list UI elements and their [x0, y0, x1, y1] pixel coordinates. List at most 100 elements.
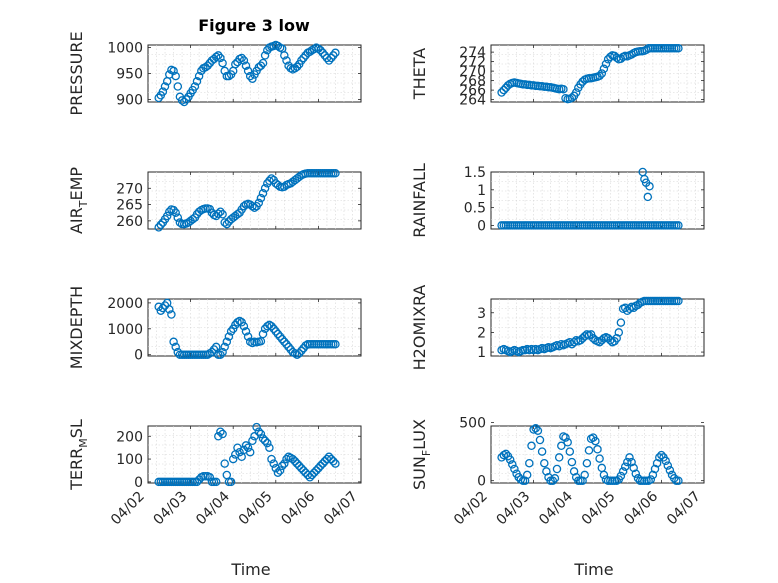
data-point [542, 467, 551, 476]
data-point [563, 438, 572, 447]
y-label-rest: LUX [410, 419, 429, 450]
data-point [612, 334, 621, 343]
data-point [245, 447, 255, 457]
data-point [329, 457, 338, 466]
data-point [254, 427, 264, 436]
data-point [273, 41, 283, 51]
data-point [220, 218, 229, 227]
data-point [290, 457, 300, 466]
data-point [616, 471, 626, 481]
data-point [269, 324, 278, 334]
y-axis-label: SUNFLUX [410, 419, 433, 490]
data-point [312, 466, 321, 475]
data-point [510, 464, 519, 474]
y-tick-label: 1000 [107, 322, 143, 338]
data-point [201, 63, 210, 72]
data-series [154, 298, 340, 359]
x-tick-label: 04/02 [108, 489, 148, 529]
data-point [233, 210, 242, 219]
data-point [241, 327, 251, 336]
y-axis-label: MIXDEPTH [67, 286, 86, 369]
data-point [222, 337, 232, 347]
data-point [324, 452, 334, 462]
data-point [275, 466, 285, 475]
data-point [326, 53, 336, 63]
data-point [292, 459, 302, 468]
y-tick-label: 0 [477, 474, 486, 490]
data-point [554, 453, 564, 462]
data-point [171, 71, 180, 81]
data-point [192, 210, 202, 219]
data-point [154, 223, 163, 232]
y-tick-label: 500 [459, 416, 486, 432]
x-tick-label: 04/07 [664, 489, 704, 529]
data-point [309, 468, 319, 477]
data-point [595, 71, 604, 81]
data-point [305, 47, 315, 56]
data-point [256, 429, 266, 439]
data-point [294, 349, 304, 358]
data-point [578, 476, 587, 485]
data-point [154, 93, 163, 103]
y-tick-label: 950 [116, 67, 143, 83]
data-point [309, 44, 319, 54]
data-point [169, 205, 178, 215]
data-point [599, 470, 609, 480]
data-point [627, 457, 636, 467]
data-point [525, 458, 534, 468]
x-tick-label: 04/06 [278, 488, 318, 528]
data-point [650, 464, 660, 474]
data-point [593, 445, 602, 454]
data-point [277, 334, 287, 344]
y-tick-label: 266 [459, 83, 486, 99]
data-point [218, 210, 227, 219]
data-point [578, 77, 587, 86]
y-axis-label: THETA [410, 48, 429, 100]
data-point [182, 95, 191, 104]
data-point [655, 453, 664, 462]
x-tick-label: 04/04 [536, 488, 576, 528]
y-tick-label: 0 [134, 475, 143, 491]
data-point [316, 461, 325, 471]
data-point [297, 463, 306, 473]
data-point [267, 321, 276, 331]
data-point [674, 296, 683, 306]
data-point [216, 427, 225, 436]
rainfall-subplot: 00.5 1 1.5 RAINFALL [410, 163, 705, 238]
data-point [657, 450, 666, 460]
data-point [248, 436, 257, 446]
y-tick-label: 3 [477, 306, 486, 322]
data-point [156, 306, 166, 315]
y-axis-label: RAINFALL [410, 163, 429, 238]
y-label-subscript: F [420, 450, 433, 456]
data-point [612, 53, 621, 63]
data-point [571, 88, 581, 97]
data-point [591, 436, 600, 446]
y-tick-label: 2 [477, 325, 486, 341]
data-point [501, 449, 511, 459]
data-point [552, 464, 562, 474]
data-point [616, 318, 626, 327]
figure-title: Figure 3 low [198, 16, 310, 35]
data-point [280, 337, 289, 347]
data-point [233, 318, 242, 327]
data-point [245, 71, 255, 81]
data-point [620, 462, 630, 471]
data-point [169, 66, 178, 76]
data-point [606, 52, 615, 62]
x-tick-label: 04/05 [579, 489, 619, 529]
data-series [497, 167, 683, 230]
data-point [522, 470, 532, 480]
data-series [497, 44, 683, 104]
data-point [527, 441, 536, 451]
data-point [674, 476, 683, 485]
data-point [263, 179, 272, 188]
data-point [275, 332, 285, 341]
data-point [599, 64, 609, 74]
data-series [154, 422, 340, 487]
y-tick-label: 900 [116, 92, 143, 108]
data-point [623, 457, 632, 467]
data-point [299, 466, 308, 475]
